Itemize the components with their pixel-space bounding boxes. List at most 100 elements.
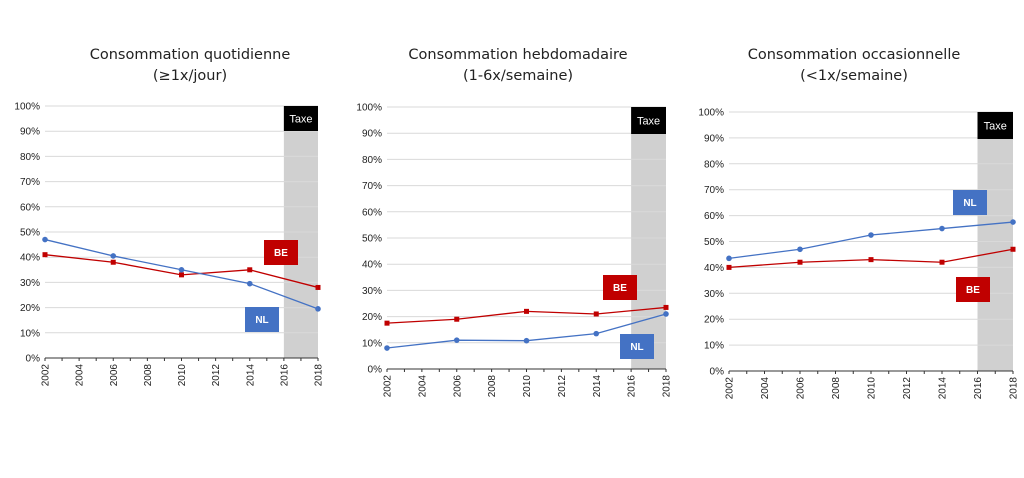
y-tick-label: 10%	[704, 341, 724, 352]
chart-title: Consommation hebdomadaire (1-6x/semaine)	[368, 45, 668, 87]
y-tick-label: 100%	[14, 102, 40, 113]
chart-subtitle-text: (≥1x/jour)	[152, 68, 228, 84]
x-tick-label: 2004	[417, 375, 428, 398]
data-point-be	[1010, 246, 1016, 252]
y-tick-label: 10%	[20, 328, 40, 339]
data-point-be	[42, 252, 48, 258]
y-tick-label: 70%	[20, 177, 40, 188]
x-tick-label: 2002	[725, 377, 736, 400]
x-tick-label: 2004	[75, 364, 86, 387]
y-tick-label: 0%	[710, 367, 725, 378]
x-tick-label: 2012	[557, 375, 568, 398]
series-line-nl	[728, 221, 1014, 259]
data-point-be	[315, 284, 321, 290]
y-tick-label: 40%	[362, 260, 382, 271]
x-tick-label: 2008	[143, 364, 154, 387]
data-point-nl	[246, 280, 253, 287]
data-point-be	[663, 304, 669, 310]
series-badge-label: NL	[630, 342, 643, 353]
x-tick-label: 2004	[760, 377, 771, 400]
y-tick-label: 80%	[20, 152, 40, 163]
series-badge-label: BE	[966, 285, 980, 296]
chart-title: Consommation occasionnelle (<1x/semaine)	[704, 45, 1004, 87]
y-tick-label: 30%	[20, 278, 40, 289]
x-tick-label: 2012	[211, 364, 222, 387]
y-tick-label: 30%	[362, 286, 382, 297]
data-point-nl	[384, 345, 390, 351]
y-tick-label: 60%	[362, 207, 382, 218]
tax-label-box	[283, 106, 318, 131]
x-tick-label: 2006	[109, 364, 120, 387]
data-point-be	[524, 308, 529, 314]
tax-label-box	[977, 112, 1013, 139]
x-tick-label: 2008	[487, 375, 498, 398]
x-tick-label: 2016	[973, 377, 984, 400]
data-point-be	[593, 311, 599, 317]
series-badge-be	[956, 277, 990, 302]
y-tick-label: 20%	[704, 315, 724, 326]
y-tick-label: 70%	[704, 185, 724, 196]
chart-title-text: Consommation occasionnelle	[747, 47, 961, 63]
x-tick-label: 2014	[245, 364, 256, 387]
x-tick-label: 2010	[867, 377, 878, 400]
tax-label-box	[631, 107, 666, 134]
series-badge-be	[264, 240, 298, 265]
x-tick-label: 2012	[902, 377, 913, 400]
series-badge-label: BE	[274, 248, 288, 259]
y-tick-label: 10%	[362, 338, 382, 349]
series-badge-label: BE	[613, 283, 627, 294]
data-point-be	[384, 320, 390, 326]
tax-label: Taxe	[984, 121, 1007, 133]
chart-title-text: Consommation hebdomadaire	[408, 47, 628, 63]
y-tick-label: 0%	[368, 365, 383, 376]
series-badge-be	[603, 275, 637, 300]
x-tick-label: 2010	[177, 364, 188, 387]
x-tick-label: 2018	[1009, 377, 1020, 400]
data-point-be	[179, 272, 184, 278]
chart-subtitle-text: (1-6x/semaine)	[462, 68, 574, 84]
y-tick-label: 60%	[704, 211, 724, 222]
data-point-be	[247, 267, 253, 273]
x-tick-label: 2018	[314, 364, 325, 387]
y-tick-label: 90%	[362, 129, 382, 140]
y-tick-label: 50%	[704, 237, 724, 248]
x-tick-label: 2006	[796, 377, 807, 400]
x-tick-label: 2010	[522, 375, 533, 398]
chart-title-text: Consommation quotidienne	[89, 47, 291, 63]
data-point-be	[454, 316, 460, 322]
data-point-be	[110, 259, 116, 265]
y-tick-label: 100%	[356, 103, 382, 114]
data-point-nl	[1010, 219, 1016, 225]
y-tick-label: 70%	[362, 181, 382, 192]
data-point-nl	[453, 337, 460, 343]
data-point-nl	[593, 330, 600, 337]
x-tick-label: 2018	[662, 375, 673, 398]
y-tick-label: 60%	[20, 202, 40, 213]
y-tick-label: 50%	[362, 234, 382, 245]
series-badge-nl	[953, 190, 987, 215]
y-tick-label: 40%	[704, 263, 724, 274]
series-badge-nl	[620, 334, 654, 359]
series-badge-label: NL	[255, 315, 268, 326]
y-tick-label: 100%	[698, 108, 724, 119]
y-tick-label: 50%	[20, 228, 40, 239]
tax-label: Taxe	[289, 114, 312, 126]
x-tick-label: 2008	[831, 377, 842, 400]
y-tick-label: 80%	[362, 155, 382, 166]
series-badge-label: NL	[963, 198, 976, 209]
data-point-nl	[110, 253, 117, 259]
tax-label: Taxe	[637, 116, 660, 128]
data-point-nl	[726, 255, 732, 262]
y-tick-label: 80%	[704, 159, 724, 170]
data-point-nl	[523, 337, 530, 344]
y-tick-label: 90%	[704, 133, 724, 144]
data-point-nl	[797, 246, 803, 253]
x-tick-label: 2006	[452, 375, 463, 398]
data-point-nl	[868, 232, 874, 238]
y-tick-label: 30%	[704, 289, 724, 300]
y-tick-label: 0%	[26, 354, 41, 365]
x-tick-label: 2016	[279, 364, 290, 387]
